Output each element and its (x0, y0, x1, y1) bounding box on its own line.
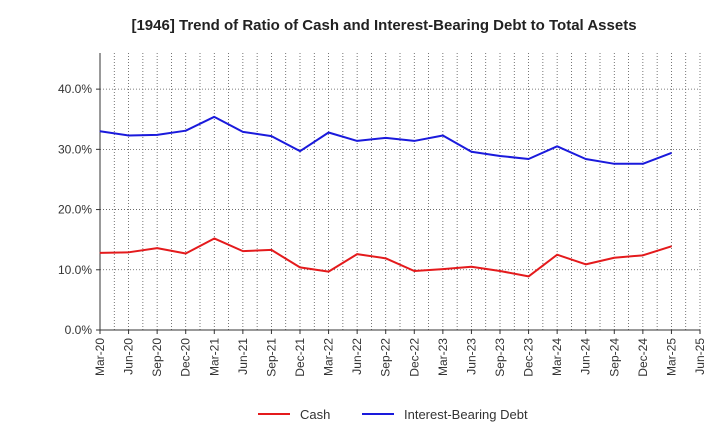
data-point (385, 137, 387, 139)
data-point (185, 253, 187, 255)
data-point (299, 150, 301, 152)
x-tick-label: Jun-25 (693, 338, 707, 375)
x-tick-label: Sep-24 (607, 338, 621, 377)
x-tick-label: Dec-22 (407, 338, 421, 377)
x-tick-label: Dec-23 (522, 338, 536, 377)
grid (99, 53, 701, 330)
x-tick-label: Sep-23 (493, 338, 507, 377)
data-point (642, 163, 644, 165)
y-tick-label: 10.0% (58, 263, 92, 277)
data-point (328, 131, 330, 133)
data-point (385, 257, 387, 259)
data-point (470, 151, 472, 153)
axes (99, 53, 700, 331)
data-point (156, 247, 158, 249)
x-tick-label: Dec-21 (293, 338, 307, 377)
data-point (242, 250, 244, 252)
x-axis-ticks: Mar-20 Jun-20 Sep-20 Dec-20 Mar-21 Jun-21 Sep-… (93, 330, 707, 377)
x-tick-label: Mar-24 (550, 338, 564, 376)
data-point (442, 134, 444, 136)
legend-label: Interest-Bearing Debt (404, 407, 528, 422)
data-point (585, 158, 587, 160)
y-tick-label: 30.0% (58, 142, 92, 156)
x-tick-label: Mar-23 (436, 338, 450, 376)
data-point (470, 266, 472, 268)
x-tick-label: Dec-24 (636, 338, 650, 377)
data-point (270, 249, 272, 251)
data-point (128, 251, 130, 253)
y-axis-ticks: 0.0% 10.0% 20.0% 30.0% 40.0% (58, 82, 100, 337)
data-point (99, 130, 101, 132)
data-point (528, 158, 530, 160)
data-point (413, 140, 415, 142)
chart-title: [1946] Trend of Ratio of Cash and Intere… (131, 17, 636, 34)
x-tick-label: Mar-21 (207, 338, 221, 376)
legend-label: Cash (300, 407, 330, 422)
legend: Cash Interest-Bearing Debt (258, 407, 528, 422)
data-point (213, 116, 215, 118)
x-tick-label: Sep-22 (379, 338, 393, 377)
data-point (356, 253, 358, 255)
data-point (499, 155, 501, 157)
x-tick-label: Jun-21 (236, 338, 250, 375)
data-point (299, 266, 301, 268)
data-point (556, 145, 558, 147)
data-point (413, 270, 415, 272)
x-tick-label: Mar-25 (664, 338, 678, 376)
x-tick-label: Jun-22 (350, 338, 364, 375)
data-point (499, 270, 501, 272)
data-point (670, 152, 672, 154)
data-point (128, 134, 130, 136)
data-point (213, 237, 215, 239)
data-point (556, 254, 558, 256)
data-point (242, 131, 244, 133)
data-point (270, 135, 272, 137)
data-point (585, 263, 587, 265)
y-tick-label: 20.0% (58, 203, 92, 217)
x-tick-label: Jun-24 (579, 338, 593, 375)
data-point (156, 134, 158, 136)
data-point (356, 140, 358, 142)
data-point (528, 275, 530, 277)
x-tick-label: Jun-23 (464, 338, 478, 375)
y-tick-label: 0.0% (65, 323, 93, 337)
x-tick-label: Mar-20 (93, 338, 107, 376)
data-point (613, 163, 615, 165)
x-tick-label: Dec-20 (179, 338, 193, 377)
data-point (642, 254, 644, 256)
data-point (442, 268, 444, 270)
x-tick-label: Mar-22 (322, 338, 336, 376)
y-tick-label: 40.0% (58, 82, 92, 96)
data-point (613, 257, 615, 259)
x-tick-label: Sep-21 (264, 338, 278, 377)
series (99, 115, 672, 278)
x-tick-label: Jun-20 (122, 338, 136, 375)
data-point (328, 271, 330, 273)
data-point (99, 252, 101, 254)
x-tick-label: Sep-20 (150, 338, 164, 377)
data-point (185, 130, 187, 132)
data-point (670, 245, 672, 247)
